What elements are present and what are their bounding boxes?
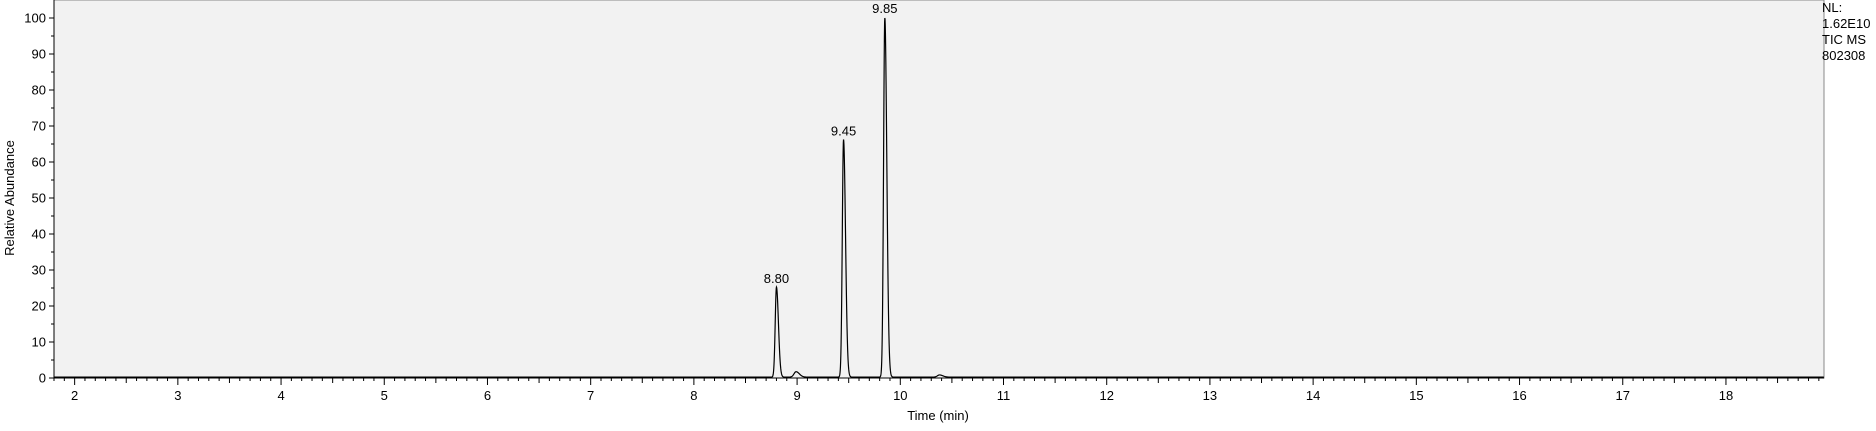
y-axis-label: Relative Abundance bbox=[2, 140, 17, 256]
peak-label: 9.45 bbox=[831, 123, 856, 138]
x-tick-label: 16 bbox=[1512, 388, 1526, 403]
y-tick-label: 70 bbox=[32, 119, 46, 134]
info-panel: NL: 1.62E10 TIC MS 802308 bbox=[1822, 0, 1870, 64]
x-tick-label: 15 bbox=[1409, 388, 1423, 403]
x-axis-label: Time (min) bbox=[907, 408, 969, 423]
nl-value: 1.62E10 bbox=[1822, 16, 1871, 31]
x-tick-label: 18 bbox=[1719, 388, 1733, 403]
x-tick-label: 6 bbox=[484, 388, 491, 403]
y-tick-label: 60 bbox=[32, 155, 46, 170]
peak-labels: 8.80 9.45 9.85 bbox=[764, 1, 898, 286]
tic-trace bbox=[54, 17, 1824, 378]
y-tick-label: 40 bbox=[32, 227, 46, 242]
x-tick-label: 5 bbox=[381, 388, 388, 403]
x-tick-label: 3 bbox=[174, 388, 181, 403]
y-tick-label: 10 bbox=[32, 335, 46, 350]
y-tick-label: 30 bbox=[32, 263, 46, 278]
x-tick-label: 8 bbox=[690, 388, 697, 403]
y-tick-label: 100 bbox=[24, 11, 46, 26]
x-tick-label: 14 bbox=[1306, 388, 1320, 403]
x-axis: 2 3 4 5 6 7 8 9 10 11 12 13 14 15 16 17 18 bbox=[53, 377, 1824, 403]
x-tick-label: 9 bbox=[793, 388, 800, 403]
x-tick-label: 7 bbox=[587, 388, 594, 403]
x-tick-label: 17 bbox=[1616, 388, 1630, 403]
peak-label: 9.85 bbox=[872, 1, 897, 16]
x-tick-label: 12 bbox=[1099, 388, 1113, 403]
y-tick-label: 80 bbox=[32, 83, 46, 98]
y-axis: 0 10 20 30 40 50 60 70 80 90 100 bbox=[24, 0, 55, 386]
sample-id: 802308 bbox=[1822, 48, 1866, 63]
x-tick-label: 13 bbox=[1203, 388, 1217, 403]
peak-label: 8.80 bbox=[764, 271, 789, 286]
scan-filter: TIC MS bbox=[1822, 32, 1867, 47]
x-tick-label: 11 bbox=[997, 388, 1011, 403]
y-tick-label: 50 bbox=[32, 191, 46, 206]
x-tick-label: 10 bbox=[893, 388, 907, 403]
plot-area bbox=[53, 0, 1825, 379]
y-tick-label: 90 bbox=[32, 47, 46, 62]
nl-label: NL: bbox=[1822, 0, 1843, 15]
y-tick-label: 20 bbox=[32, 299, 46, 314]
x-tick-label: 2 bbox=[71, 388, 78, 403]
trace-group bbox=[54, 17, 1824, 378]
x-tick-label: 4 bbox=[277, 388, 284, 403]
y-tick-label: 0 bbox=[39, 371, 46, 386]
